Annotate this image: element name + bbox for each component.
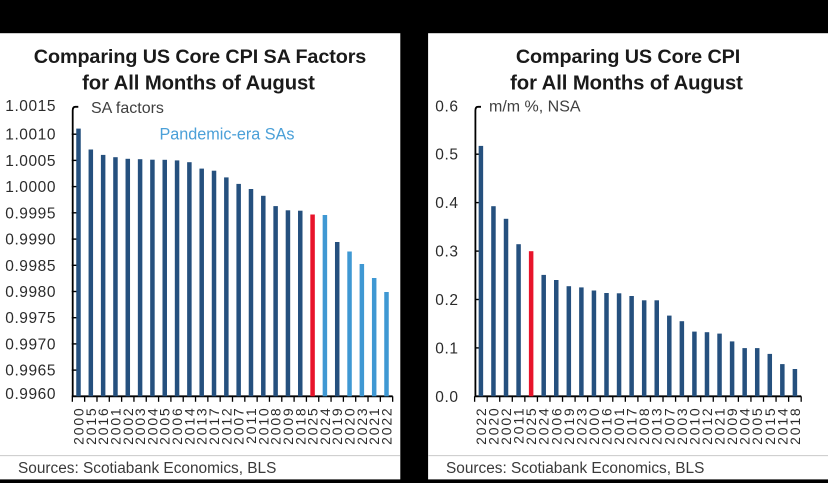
svg-text:for All Months of August: for All Months of August bbox=[510, 72, 743, 94]
svg-text:2016: 2016 bbox=[599, 407, 615, 445]
svg-text:0.0: 0.0 bbox=[435, 389, 458, 406]
svg-text:0.3: 0.3 bbox=[435, 244, 458, 261]
svg-text:0.9990: 0.9990 bbox=[5, 232, 56, 249]
svg-text:2025: 2025 bbox=[305, 407, 321, 445]
svg-text:2000: 2000 bbox=[71, 407, 87, 445]
svg-text:0.9995: 0.9995 bbox=[5, 205, 56, 222]
svg-text:2024: 2024 bbox=[536, 407, 552, 445]
svg-text:2024: 2024 bbox=[317, 407, 333, 445]
svg-text:2010: 2010 bbox=[686, 407, 702, 445]
svg-text:2013: 2013 bbox=[194, 407, 210, 445]
svg-text:0.6: 0.6 bbox=[435, 98, 458, 115]
svg-text:0.9965: 0.9965 bbox=[5, 363, 56, 380]
svg-text:2002: 2002 bbox=[498, 407, 514, 445]
svg-text:2015: 2015 bbox=[83, 407, 99, 445]
svg-text:0.5: 0.5 bbox=[435, 147, 458, 164]
svg-text:2000: 2000 bbox=[586, 407, 602, 445]
svg-text:0.9970: 0.9970 bbox=[5, 336, 56, 353]
svg-text:2025: 2025 bbox=[523, 407, 539, 445]
svg-text:2021: 2021 bbox=[366, 407, 382, 445]
svg-text:2022: 2022 bbox=[379, 407, 395, 445]
svg-text:2004: 2004 bbox=[737, 407, 753, 445]
svg-text:2012: 2012 bbox=[218, 407, 234, 445]
svg-text:0.1: 0.1 bbox=[435, 340, 458, 357]
svg-text:2017: 2017 bbox=[206, 407, 222, 445]
svg-text:2006: 2006 bbox=[169, 407, 185, 445]
svg-text:2005: 2005 bbox=[157, 407, 173, 445]
svg-text:2015: 2015 bbox=[762, 407, 778, 445]
svg-text:2016: 2016 bbox=[95, 407, 111, 445]
svg-text:2020: 2020 bbox=[342, 407, 358, 445]
svg-text:2013: 2013 bbox=[649, 407, 665, 445]
svg-text:1.0005: 1.0005 bbox=[5, 153, 56, 170]
svg-text:2007: 2007 bbox=[661, 407, 677, 445]
svg-text:2019: 2019 bbox=[561, 407, 577, 445]
svg-text:2007: 2007 bbox=[231, 407, 247, 445]
svg-text:2014: 2014 bbox=[774, 407, 790, 445]
svg-text:2009: 2009 bbox=[724, 407, 740, 445]
svg-text:2005: 2005 bbox=[749, 407, 765, 445]
svg-text:2011: 2011 bbox=[243, 407, 259, 444]
svg-text:2018: 2018 bbox=[787, 407, 803, 445]
svg-text:2004: 2004 bbox=[144, 407, 160, 445]
svg-text:2019: 2019 bbox=[329, 407, 345, 445]
svg-text:2001: 2001 bbox=[107, 407, 123, 445]
svg-text:2010: 2010 bbox=[255, 407, 271, 445]
svg-text:2021: 2021 bbox=[712, 407, 728, 445]
svg-text:2002: 2002 bbox=[120, 407, 136, 445]
svg-text:2014: 2014 bbox=[181, 407, 197, 445]
svg-text:0.9960: 0.9960 bbox=[5, 386, 56, 403]
svg-text:1.0015: 1.0015 bbox=[5, 98, 56, 115]
svg-text:2018: 2018 bbox=[292, 407, 308, 445]
svg-text:2008: 2008 bbox=[636, 407, 652, 445]
svg-text:0.4: 0.4 bbox=[435, 195, 458, 212]
svg-text:2020: 2020 bbox=[485, 407, 501, 445]
svg-text:Sources: Scotiabank Economics,: Sources: Scotiabank Economics, BLS bbox=[18, 460, 276, 477]
svg-text:2023: 2023 bbox=[573, 407, 589, 445]
svg-text:2011: 2011 bbox=[511, 407, 527, 444]
svg-text:Pandemic-era SAs: Pandemic-era SAs bbox=[160, 125, 295, 143]
svg-text:2009: 2009 bbox=[280, 407, 296, 445]
svg-text:2012: 2012 bbox=[699, 407, 715, 445]
svg-text:for All Months of August: for All Months of August bbox=[82, 72, 315, 94]
svg-text:2003: 2003 bbox=[132, 407, 148, 445]
svg-text:SA factors: SA factors bbox=[91, 100, 164, 117]
svg-text:0.9975: 0.9975 bbox=[5, 310, 56, 327]
svg-text:Comparing US Core CPI: Comparing US Core CPI bbox=[516, 46, 740, 68]
svg-text:2023: 2023 bbox=[354, 407, 370, 445]
svg-text:Comparing US Core CPI SA Facto: Comparing US Core CPI SA Factors bbox=[34, 46, 367, 68]
svg-text:0.2: 0.2 bbox=[435, 292, 458, 309]
svg-text:2022: 2022 bbox=[473, 407, 489, 445]
svg-text:1.0000: 1.0000 bbox=[5, 179, 56, 196]
svg-text:2003: 2003 bbox=[674, 407, 690, 445]
svg-text:2001: 2001 bbox=[611, 407, 627, 445]
svg-text:1.0010: 1.0010 bbox=[5, 127, 56, 144]
svg-text:0.9985: 0.9985 bbox=[5, 258, 56, 275]
svg-text:0.9980: 0.9980 bbox=[5, 284, 56, 301]
svg-text:Sources: Scotiabank Economics,: Sources: Scotiabank Economics, BLS bbox=[446, 460, 704, 477]
svg-text:2008: 2008 bbox=[268, 407, 284, 445]
svg-text:m/m %, NSA: m/m %, NSA bbox=[489, 99, 581, 116]
svg-text:2017: 2017 bbox=[624, 407, 640, 445]
svg-text:2006: 2006 bbox=[548, 407, 564, 445]
